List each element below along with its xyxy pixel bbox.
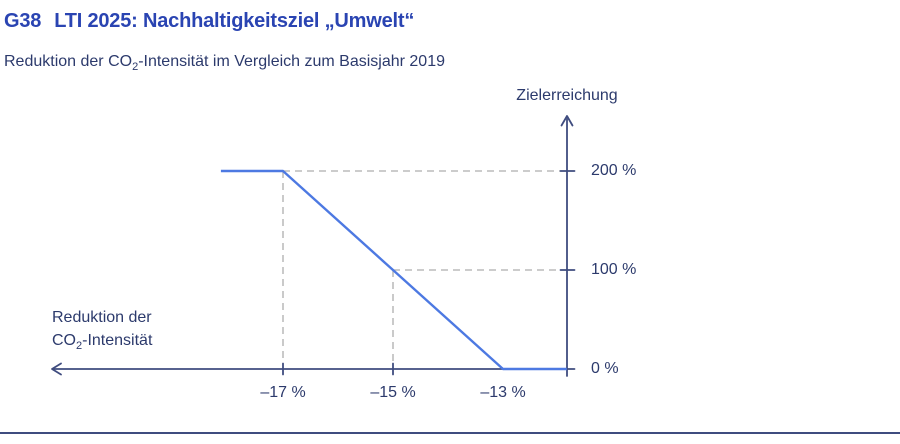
x-tick-label-minus15: –15 % (370, 384, 416, 401)
y-tick-label-0: 0 % (591, 359, 619, 377)
figure-title-text: LTI 2025: Nachhaltigkeitsziel „Umwelt“ (54, 10, 415, 32)
bottom-divider (0, 432, 900, 434)
axes (51, 115, 574, 377)
series-line-Zielerreichung (220, 169, 567, 371)
x-axis-title: Reduktion der CO2-Intensität (52, 306, 152, 352)
y-tick-label-200: 200 % (591, 161, 637, 179)
x-axis-title-line2: CO2-Intensität (52, 332, 153, 353)
y-tick-label-100: 100 % (591, 260, 637, 278)
figure-number: G38 (4, 10, 42, 32)
x-tick-label-minus17: –17 % (260, 384, 306, 401)
x-axis-title-subscript: 2 (76, 340, 83, 353)
subtitle-subscript: 2 (132, 61, 139, 74)
subtitle-post: -Intensität im Vergleich zum Basisjahr 2… (138, 53, 445, 70)
figure-subtitle: Reduktion der CO2-Intensität im Vergleic… (4, 53, 445, 74)
y-axis-arrow-up-icon (560, 115, 574, 127)
y-axis-title: Zielerreichung (516, 87, 618, 104)
subtitle-pre: Reduktion der CO (4, 53, 133, 70)
figure-title: G38 LTI 2025: Nachhaltigkeitsziel „Umwelt… (4, 10, 414, 33)
plot-series-and-guides (220, 169, 576, 376)
x-axis-title-line1: Reduktion der (52, 309, 152, 326)
x-axis-arrow-left-icon (51, 362, 62, 376)
x-tick-label-minus13: –13 % (480, 384, 526, 401)
